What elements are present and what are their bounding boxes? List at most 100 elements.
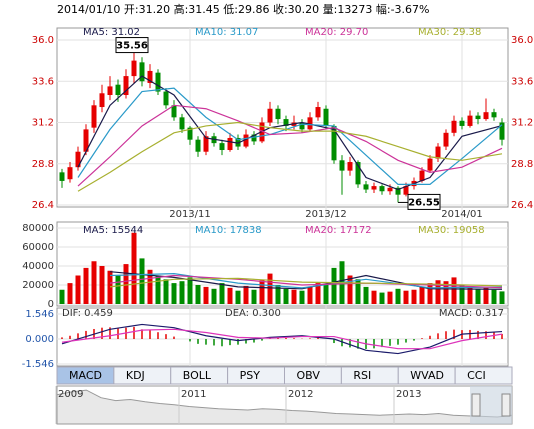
volume-bar (107, 270, 113, 304)
y-tick-label: -1.546 (22, 359, 54, 370)
candle-body (131, 60, 137, 77)
candle-body (443, 132, 449, 147)
candle-body (139, 62, 145, 82)
y-tick-label: 1.546 (25, 309, 54, 320)
volume-bar (291, 289, 297, 304)
volume-bar (435, 280, 441, 304)
legend-entry: DIF: 0.459 (62, 308, 113, 319)
candle-body (99, 93, 105, 108)
volume-bar (227, 287, 233, 304)
candle-body (147, 70, 153, 83)
volume-bar (387, 291, 393, 304)
volume-bar (235, 290, 241, 304)
candle-body (395, 187, 401, 195)
tab-label[interactable]: OBV (297, 369, 321, 382)
candle-body (299, 122, 305, 130)
candle-body (347, 162, 353, 171)
volume-bar (427, 283, 433, 304)
legend-entry: MA10: 17838 (195, 225, 262, 236)
volume-bar (91, 261, 97, 304)
tab-label[interactable]: CCI (467, 369, 486, 382)
price-frame (56, 27, 509, 208)
volume-bar (211, 288, 217, 304)
candle-body (307, 117, 313, 130)
x-tick-label: 2014/01 (441, 209, 483, 220)
ma-line (77, 87, 503, 185)
volume-ma-line (109, 272, 503, 289)
candle-body (123, 76, 129, 95)
candle-body (91, 105, 97, 128)
legend-entry: MA5: 31.02 (83, 27, 140, 38)
tab-label[interactable]: RSI (353, 369, 371, 382)
candle-body (179, 117, 185, 130)
y-tick-label: 60000 (22, 242, 54, 253)
candle-body (339, 160, 345, 171)
y-tick-label-right: 31.2 (511, 118, 533, 129)
legend-entry: DEA: 0.300 (225, 308, 281, 319)
volume-bar (275, 285, 281, 304)
volume-bar (299, 290, 305, 304)
volume-bar (259, 280, 265, 304)
legend-entry: MA30: 29.38 (418, 27, 481, 38)
candle-body (219, 143, 225, 150)
candle-body (275, 108, 281, 120)
volume-bar (403, 290, 409, 304)
annotation-box (115, 37, 149, 54)
candle-body (267, 108, 273, 123)
tab-label[interactable]: KDJ (126, 369, 145, 382)
volume-bar (179, 281, 185, 304)
legend-entry: MA5: 15544 (83, 225, 143, 236)
volume-bar (419, 286, 425, 304)
volume-bar (155, 275, 161, 304)
tab-label[interactable]: PSY (240, 369, 261, 382)
overview-handle[interactable] (471, 393, 481, 417)
macd-line (61, 328, 503, 350)
y-tick-label-right: 33.6 (511, 76, 533, 87)
overview-handle[interactable] (501, 393, 511, 417)
volume-bar (251, 289, 257, 304)
tab-label[interactable]: BOLL (183, 369, 212, 382)
candle-body (163, 91, 169, 106)
volume-bar (355, 279, 361, 304)
volume-bar (307, 286, 313, 304)
volume-bar (83, 267, 89, 304)
y-tick-label: 40000 (22, 261, 54, 272)
volume-bar (467, 286, 473, 304)
volume-bar (131, 232, 137, 304)
y-tick-label: 80000 (22, 223, 54, 234)
y-tick-label: 0 (48, 299, 54, 310)
y-tick-label: 28.8 (32, 159, 54, 170)
volume-bar (371, 290, 377, 304)
legend-entry: MA20: 17172 (305, 225, 372, 236)
candle-body (427, 158, 433, 171)
tab-label[interactable]: MACD (69, 369, 102, 382)
volume-bar (67, 283, 73, 304)
tab-label[interactable]: WVAD (410, 369, 444, 382)
y-tick-label: 36.0 (32, 35, 54, 46)
candle-body (451, 120, 457, 133)
candle-body (155, 72, 161, 92)
volume-bar (443, 281, 449, 304)
candle-body (467, 115, 473, 126)
volume-bar (411, 289, 417, 304)
candle-body (403, 186, 409, 195)
volume-frame (56, 221, 509, 307)
volume-ma-line (109, 271, 503, 290)
y-tick-label: 31.2 (32, 118, 54, 129)
x-tick-label: 2013/11 (169, 209, 211, 220)
y-tick-label: 26.4 (32, 200, 54, 211)
volume-bar (451, 277, 457, 304)
candle-body (315, 107, 321, 118)
legend-entry: MACD: 0.317 (439, 308, 504, 319)
volume-bar (195, 285, 201, 304)
volume-bar (499, 291, 505, 304)
candle-body (355, 162, 361, 185)
ma-line (77, 121, 503, 192)
candle-body (499, 122, 505, 140)
legend-entry: MA10: 31.07 (195, 27, 258, 38)
candle-body (203, 136, 209, 152)
candle-body (419, 170, 425, 181)
tab[interactable] (454, 366, 513, 385)
volume-bar (203, 286, 209, 304)
